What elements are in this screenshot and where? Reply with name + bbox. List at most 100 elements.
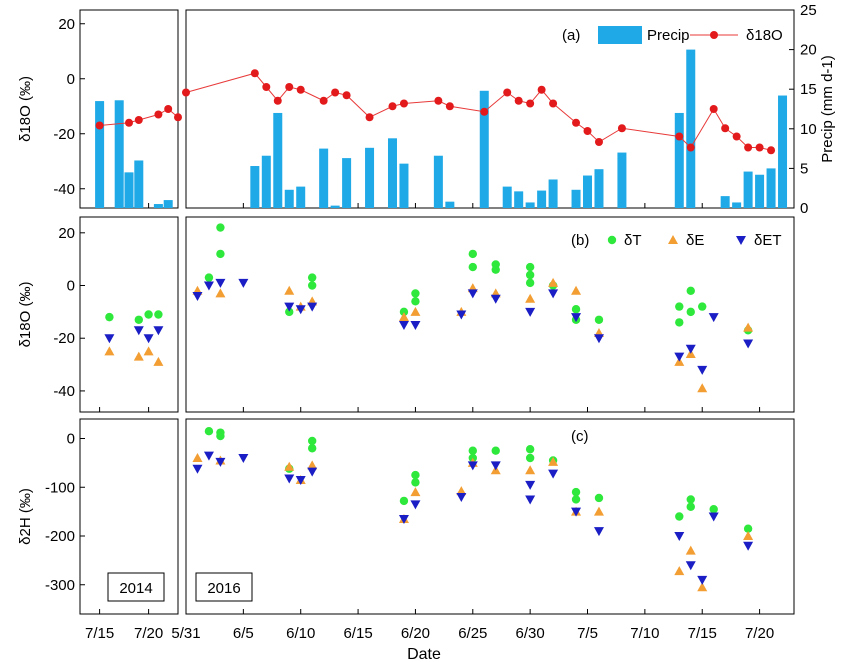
panel-b-point: [238, 278, 249, 288]
precip-d18o-point: [537, 85, 546, 94]
panel-b-point: [153, 356, 164, 366]
precip-d18o-point: [514, 96, 523, 105]
y-tick-label: -200: [45, 528, 75, 545]
y2-tick-label: 25: [800, 2, 817, 19]
panel-c-point: [307, 460, 318, 470]
panel-a-frame-2016: [185, 9, 795, 209]
precip-bar: [686, 49, 696, 208]
panel-b-point: [571, 285, 582, 295]
panel-c-point: [411, 470, 420, 480]
panel-c-frame-2016: [185, 418, 795, 615]
panel-c-y-label: δ2H (‰): [17, 488, 34, 545]
panel-b-point: [411, 297, 420, 306]
panel-b-point: [153, 326, 164, 336]
panel-c-point: [238, 454, 249, 463]
y-tick-label: 20: [58, 225, 75, 242]
panel-c-point: [410, 487, 421, 497]
legend-delta-t-label: δT: [624, 232, 642, 249]
panel-c-point: [525, 480, 536, 490]
panel-c-frame-2014: [79, 418, 179, 615]
panel-b-point: [456, 310, 467, 320]
precip-bar: [134, 160, 144, 208]
panel-b-point: [467, 289, 478, 299]
precip-d18o-point: [164, 105, 173, 113]
precip-d18o-point: [732, 132, 741, 141]
panel-b-point: [593, 334, 604, 344]
precip-d18o-point: [526, 99, 535, 108]
precip-bar: [296, 186, 306, 208]
panel-b-point: [105, 312, 114, 322]
panel-c-point: [594, 493, 604, 503]
precip-bar: [399, 163, 409, 208]
panel-b-point: [708, 313, 719, 323]
x-tick-label: 7/5: [577, 625, 598, 642]
legend-d18o-marker: [710, 31, 718, 39]
panel-b-point: [686, 307, 695, 317]
panel-b-point: [571, 305, 581, 314]
precip-d18o-point: [273, 96, 282, 105]
legend-delta-e-label: δE: [686, 232, 704, 249]
panel-b-point: [398, 312, 409, 322]
precip-d18o-point: [767, 146, 776, 155]
panel-c-point: [192, 464, 203, 474]
precip-bar: [617, 152, 627, 208]
panel-c-point: [468, 446, 477, 455]
panel-c-point: [491, 446, 500, 455]
panel-c-point: [307, 444, 317, 453]
precip-d18o-point: [331, 88, 340, 97]
panel-b-point: [144, 310, 153, 319]
panel-b-point: [204, 273, 214, 282]
panel-a-y-label-group: δ18O (‰): [17, 76, 34, 142]
panel-b-point: [398, 321, 409, 331]
panel-b-point: [525, 278, 535, 288]
panel-b-point: [686, 286, 695, 295]
precip-axis-label-group: Precip (mm d-1): [819, 55, 836, 163]
panel-b-point: [307, 281, 317, 290]
panel-b-point: [133, 326, 144, 336]
panel-b-point: [525, 262, 535, 272]
precip-bar: [273, 112, 283, 208]
panel-c-point: [593, 506, 604, 516]
year-label-2014: 2014: [119, 580, 152, 597]
precip-d18o-point: [365, 113, 374, 122]
precip-d18o-point: [445, 102, 454, 111]
panel-b-point: [525, 307, 536, 317]
y-tick-label: -40: [53, 383, 75, 400]
panel-a-label: (a): [562, 27, 580, 44]
y-tick-label: 0: [67, 278, 75, 295]
panel-c-point: [399, 496, 409, 506]
panel-b-point: [548, 277, 559, 287]
precip-bar: [284, 189, 294, 208]
y2-tick-label: 0: [800, 200, 808, 217]
precip-bar: [537, 190, 547, 208]
precip-d18o-point: [182, 88, 190, 97]
x-tick-label: 6/5: [233, 625, 254, 642]
precip-d18o-point: [342, 91, 351, 100]
panel-b-point: [134, 315, 143, 324]
legend-d18o-label: δ18O: [746, 27, 783, 44]
panel-b-point: [307, 273, 317, 282]
x-axis-label: Date: [407, 646, 441, 662]
precip-d18o-point: [549, 99, 558, 108]
panel-b-point: [697, 365, 708, 375]
panel-b-point: [685, 344, 696, 354]
panel-b-frame-2014: [79, 216, 179, 413]
panel-c-point: [571, 487, 581, 497]
panel-c-point: [456, 493, 467, 502]
x-tick-label: 6/30: [516, 625, 545, 642]
panel-c-point: [697, 582, 708, 592]
panel-b-point: [410, 306, 421, 316]
panel-c-point: [743, 524, 753, 533]
x-tick-label: 6/20: [401, 625, 430, 642]
panel-a-y-label: δ18O (‰): [17, 76, 34, 142]
precip-bar: [124, 172, 134, 208]
panel-c-point: [686, 495, 695, 504]
panel-c-point: [295, 475, 306, 485]
precip-d18o-point: [95, 121, 104, 130]
panel-b-label: (b): [571, 232, 589, 249]
panel-c-point: [708, 512, 719, 522]
x-tick-label: 6/25: [458, 625, 487, 642]
precip-d18o-point: [262, 83, 271, 91]
panel-c-point: [685, 561, 696, 571]
